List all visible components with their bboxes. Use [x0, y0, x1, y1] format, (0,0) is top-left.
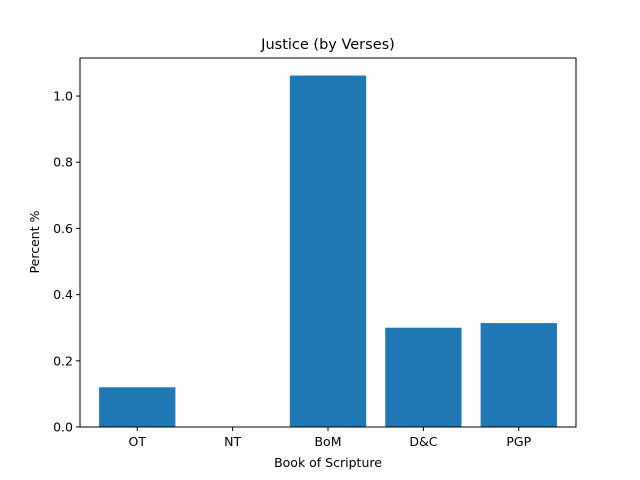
bar-bom — [289, 75, 367, 427]
plot-area-frame — [79, 57, 577, 428]
x-tick-label: NT — [224, 434, 241, 449]
y-tick-label: 0.4 — [53, 287, 73, 302]
y-tick-label: 0.6 — [53, 221, 73, 236]
x-axis-ticks: OT NT BoM D&C PGP — [128, 427, 532, 449]
y-tick-label: 0.2 — [53, 353, 73, 368]
x-tick-label: BoM — [314, 434, 341, 449]
x-tick-label: OT — [128, 434, 146, 449]
bar-d-c — [385, 327, 462, 427]
bars-group — [99, 75, 557, 427]
x-axis-label: Book of Scripture — [274, 455, 382, 470]
x-tick-label: PGP — [506, 434, 531, 449]
y-tick-label: 1.0 — [53, 89, 73, 104]
y-axis-label: Percent % — [27, 210, 42, 273]
y-axis-ticks: 0.0 0.2 0.4 0.6 0.8 1.0 — [53, 89, 80, 435]
chart-title: Justice (by Verses) — [260, 37, 395, 53]
y-tick-label: 0.0 — [53, 420, 73, 435]
x-tick-label: D&C — [409, 434, 437, 449]
bar-ot — [99, 387, 176, 427]
y-tick-label: 0.8 — [53, 155, 73, 170]
bar-pgp — [480, 323, 557, 427]
